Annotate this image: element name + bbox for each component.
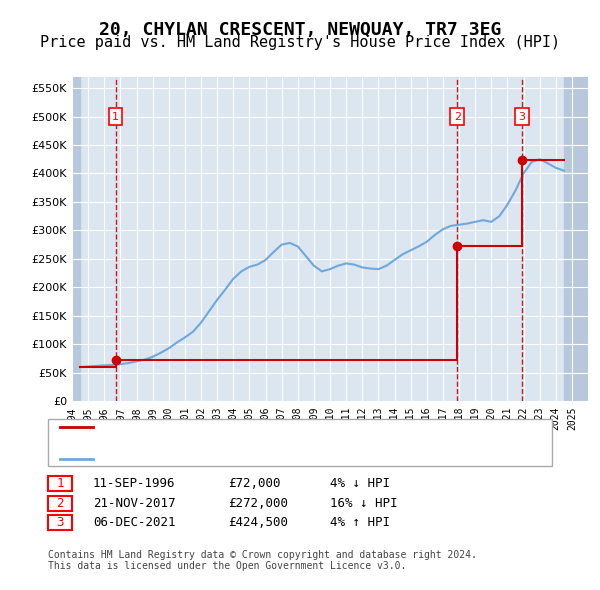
Text: 06-DEC-2021: 06-DEC-2021 <box>93 516 176 529</box>
Bar <box>564 77 588 401</box>
Text: 2: 2 <box>56 497 64 510</box>
Bar <box>72 77 80 401</box>
Text: Price paid vs. HM Land Registry's House Price Index (HPI): Price paid vs. HM Land Registry's House … <box>40 35 560 50</box>
Text: 20, CHYLAN CRESCENT, NEWQUAY, TR7 3EG: 20, CHYLAN CRESCENT, NEWQUAY, TR7 3EG <box>99 21 501 39</box>
Text: 2: 2 <box>454 112 461 122</box>
Text: 4% ↑ HPI: 4% ↑ HPI <box>330 516 390 529</box>
Text: £424,500: £424,500 <box>228 516 288 529</box>
Text: 16% ↓ HPI: 16% ↓ HPI <box>330 497 398 510</box>
Text: 11-SEP-1996: 11-SEP-1996 <box>93 477 176 490</box>
Text: 1: 1 <box>56 477 64 490</box>
Text: HPI: Average price, detached house, Cornwall: HPI: Average price, detached house, Corn… <box>99 454 396 464</box>
Text: 3: 3 <box>56 516 64 529</box>
Text: Contains HM Land Registry data © Crown copyright and database right 2024.
This d: Contains HM Land Registry data © Crown c… <box>48 550 477 572</box>
Text: £72,000: £72,000 <box>228 477 281 490</box>
Text: 3: 3 <box>518 112 526 122</box>
Text: £272,000: £272,000 <box>228 497 288 510</box>
Text: 1: 1 <box>112 112 119 122</box>
Text: 20, CHYLAN CRESCENT, NEWQUAY, TR7 3EG (detached house): 20, CHYLAN CRESCENT, NEWQUAY, TR7 3EG (d… <box>99 422 464 432</box>
Text: 21-NOV-2017: 21-NOV-2017 <box>93 497 176 510</box>
Text: 4% ↓ HPI: 4% ↓ HPI <box>330 477 390 490</box>
